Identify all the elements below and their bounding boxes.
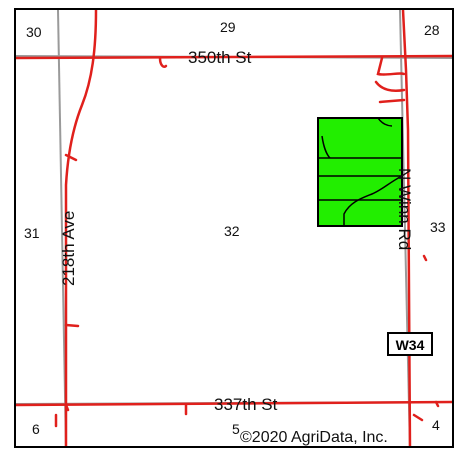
driveway-stub (158, 56, 168, 68)
section-number-4: 4 (432, 417, 440, 433)
field-parcel (317, 117, 403, 227)
road-337th-st (16, 400, 452, 407)
road-label-350th-st: 350th St (188, 48, 252, 67)
highway-shield-label: W34 (396, 337, 425, 353)
driveway-stub (374, 80, 406, 92)
map-canvas: 30 29 28 31 32 33 6 5 4 350th St 337th S… (16, 10, 452, 446)
section-number-5: 5 (232, 421, 240, 437)
highway-shield: W34 (387, 332, 433, 356)
section-number-28: 28 (424, 22, 440, 38)
section-number-33: 33 (430, 219, 446, 235)
waterway-line (343, 175, 403, 226)
road-label-337th-st: 337th St (214, 395, 278, 414)
road-350th-st (16, 54, 452, 60)
driveway-stub (422, 254, 428, 262)
driveway-stub (412, 413, 424, 422)
field-parcel-area (317, 117, 403, 227)
road-labels: 350th St 337th St 218th Ave N Winn Rd (59, 48, 414, 414)
map-frame: 30 29 28 31 32 33 6 5 4 350th St 337th S… (14, 8, 454, 448)
driveway-stub (64, 153, 78, 162)
section-number-6: 6 (32, 421, 40, 437)
waterway-line (321, 135, 331, 159)
roads (16, 10, 452, 446)
road-n-winn-rd (401, 10, 412, 446)
copyright-text: ©2020 AgriData, Inc. (240, 429, 388, 446)
driveway-stub (434, 400, 440, 408)
road-label-218th-ave: 218th Ave (59, 211, 78, 286)
driveway-stub (64, 403, 70, 412)
waterway-line (377, 117, 393, 127)
driveway-stub (376, 56, 406, 76)
road-label-n-winn-rd: N Winn Rd (395, 168, 414, 250)
section-number-29: 29 (220, 19, 236, 35)
section-number-31: 31 (24, 225, 40, 241)
section-numbers: 30 29 28 31 32 33 6 5 4 (24, 19, 446, 437)
driveway-stub (378, 98, 406, 104)
highway-shield-box (387, 332, 433, 356)
road-218th-ave (64, 10, 98, 446)
section-number-32: 32 (224, 223, 240, 239)
section-line-west (57, 10, 67, 446)
driveway-stub (64, 323, 80, 328)
section-number-30: 30 (26, 24, 42, 40)
